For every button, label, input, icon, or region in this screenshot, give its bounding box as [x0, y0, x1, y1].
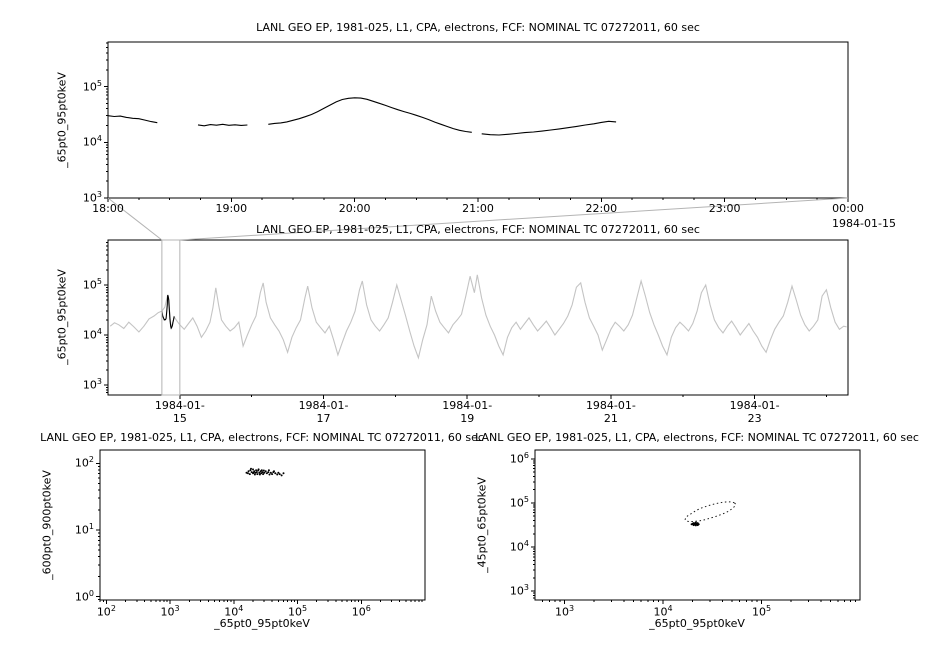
x-tick-label: 22:00	[585, 202, 618, 215]
x-tick-label: 1984-01-15	[154, 399, 205, 426]
scatter-right-group	[531, 449, 861, 604]
x-tick-label: 23:00	[708, 202, 741, 215]
scatter-left-xlabel: _65pt0_95pt0keV	[214, 617, 310, 630]
y-tick-label: 103	[82, 190, 102, 205]
y-tick-label: 105	[509, 494, 529, 510]
x-tick-label: 18:00	[92, 202, 124, 215]
y-tick-label: 100	[74, 588, 94, 604]
scatter-left-ylabel: _600pt0_900pt0keV	[40, 470, 54, 580]
x-tick-label: 1984-01-19	[442, 399, 493, 426]
scatter-left-title: LANL GEO EP, 1981-025, L1, CPA, electron…	[40, 431, 484, 444]
x-tick-label: 104	[224, 604, 244, 619]
scatter-right-xlabel: _65pt0_95pt0keV	[649, 617, 745, 630]
y-tick-label: 104	[82, 134, 102, 149]
zoom-connector-left	[107, 197, 163, 241]
scatter-right-ylabel: _45pt0_65pt0keV	[475, 477, 489, 573]
context-panel-group	[104, 239, 849, 399]
y-tick-label: 104	[82, 327, 102, 342]
x-tick-label: 106	[351, 604, 371, 619]
y-tick-label: 105	[82, 277, 102, 292]
x-tick-label: 104	[653, 604, 673, 619]
x-tick-label: 105	[288, 604, 308, 619]
context-flux-8days-path	[109, 274, 847, 360]
x-tick-label: 102	[96, 604, 116, 619]
y-tick-label: 103	[82, 377, 102, 392]
zoom-panel-date-label: 1984-01-15	[832, 217, 896, 230]
x-tick-label: 19:00	[215, 202, 248, 215]
x-tick-label: 1984-01-21	[585, 399, 636, 426]
y-tick-label: 102	[74, 455, 94, 470]
context-panel-title: LANL GEO EP, 1981-025, L1, CPA, electron…	[256, 223, 700, 236]
context-plot-area[interactable]	[108, 240, 848, 395]
zoom-plot-area[interactable]	[108, 42, 848, 198]
scatter-left-plot-area[interactable]	[100, 450, 425, 600]
scatter-left-group	[96, 449, 426, 604]
y-tick-label: 105	[82, 78, 102, 94]
x-tick-label: 21:00	[462, 202, 494, 215]
y-tick-label: 101	[74, 522, 94, 537]
x-tick-label: 103	[160, 604, 180, 619]
zoom-panel-group	[104, 41, 849, 202]
highlighted-interval-path	[161, 294, 175, 330]
x-tick-label: 20:00	[338, 202, 371, 215]
electron-flux-65-95keV-path	[107, 97, 617, 136]
scatter-right-title: LANL GEO EP, 1981-025, L1, CPA, electron…	[475, 431, 919, 444]
scatter-right-plot-area[interactable]	[535, 450, 860, 600]
zoom-panel-title: LANL GEO EP, 1981-025, L1, CPA, electron…	[256, 21, 700, 34]
zoom-connector-right	[179, 197, 849, 241]
x-tick-label: 00:00	[832, 202, 864, 215]
x-tick-label: 1984-01-23	[729, 399, 780, 426]
y-tick-label: 103	[509, 583, 529, 598]
x-tick-label: 105	[751, 604, 772, 619]
x-tick-label: 1984-01-17	[298, 399, 349, 426]
y-tick-label: 104	[509, 539, 529, 554]
x-tick-label: 103	[554, 604, 575, 619]
y-tick-label: 106	[509, 450, 529, 466]
zoom-region-box	[161, 239, 181, 396]
